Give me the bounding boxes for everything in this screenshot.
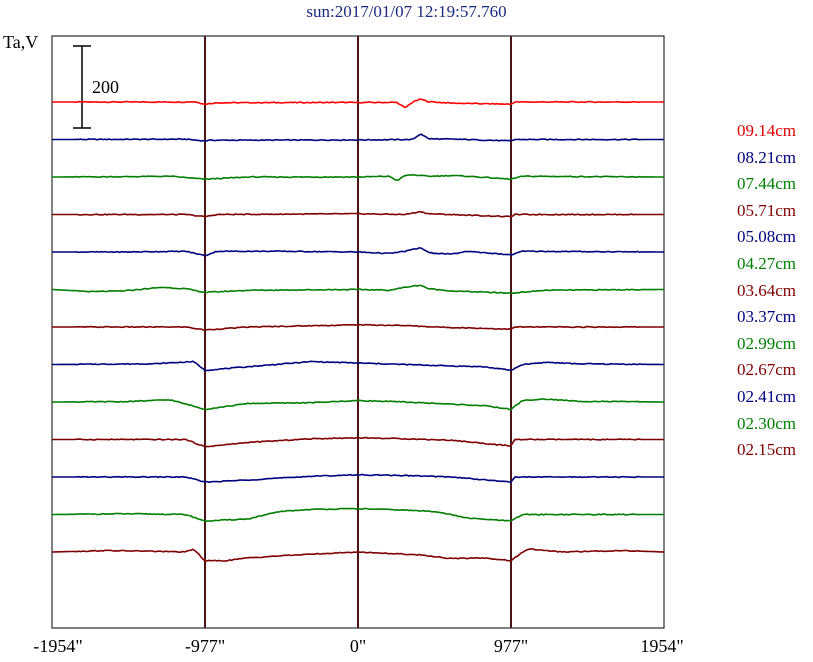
x-tick-label: -1954"	[33, 636, 83, 656]
chart-title: sun:2017/01/07 12:19:57.760	[306, 2, 507, 21]
x-tick-label: -977"	[184, 636, 226, 656]
x-tick-label: 977"	[493, 636, 529, 656]
series-line-09-14cm	[52, 98, 664, 109]
series-line-03-37cm	[52, 360, 664, 372]
series-line-02-15cm	[51, 548, 665, 562]
legend-entry: 03.64cm	[737, 280, 797, 300]
legend-entry: 02.30cm	[737, 413, 797, 433]
series-line-02-99cm	[52, 398, 664, 411]
legend-entry: 05.71cm	[737, 200, 797, 220]
y-axis-label: Ta,V	[3, 32, 39, 52]
x-tick-label: 1954"	[640, 636, 684, 656]
legend-entry: 02.15cm	[737, 440, 797, 460]
series-line-07-44cm	[52, 173, 664, 182]
scale-bar-label: 200	[92, 77, 119, 97]
legend-entry: 07.44cm	[737, 174, 797, 194]
series-line-03-64cm	[52, 323, 664, 331]
legend-entry: 05.08cm	[737, 227, 797, 247]
legend-entry: 03.37cm	[737, 307, 797, 327]
series-line-02-41cm	[52, 473, 664, 484]
series-line-08-21cm	[52, 133, 664, 142]
legend-entry: 08.21cm	[737, 147, 797, 167]
series-line-05-08cm	[52, 246, 664, 257]
series-line-04-27cm	[51, 284, 664, 295]
series-line-05-71cm	[52, 210, 664, 218]
legend-entry: 02.67cm	[737, 360, 797, 380]
series-line-02-30cm	[52, 507, 664, 523]
legend-entry: 04.27cm	[737, 253, 797, 273]
series-line-02-67cm	[52, 436, 664, 448]
legend-entry: 02.99cm	[737, 333, 797, 353]
legend-entry: 09.14cm	[737, 121, 797, 140]
x-tick-label: 0"	[349, 636, 367, 656]
legend: 09.14cm 08.21cm 07.44cm 05.71cm 05.08cm 04.27…	[737, 118, 796, 464]
legend-entry: 02.41cm	[737, 386, 797, 406]
